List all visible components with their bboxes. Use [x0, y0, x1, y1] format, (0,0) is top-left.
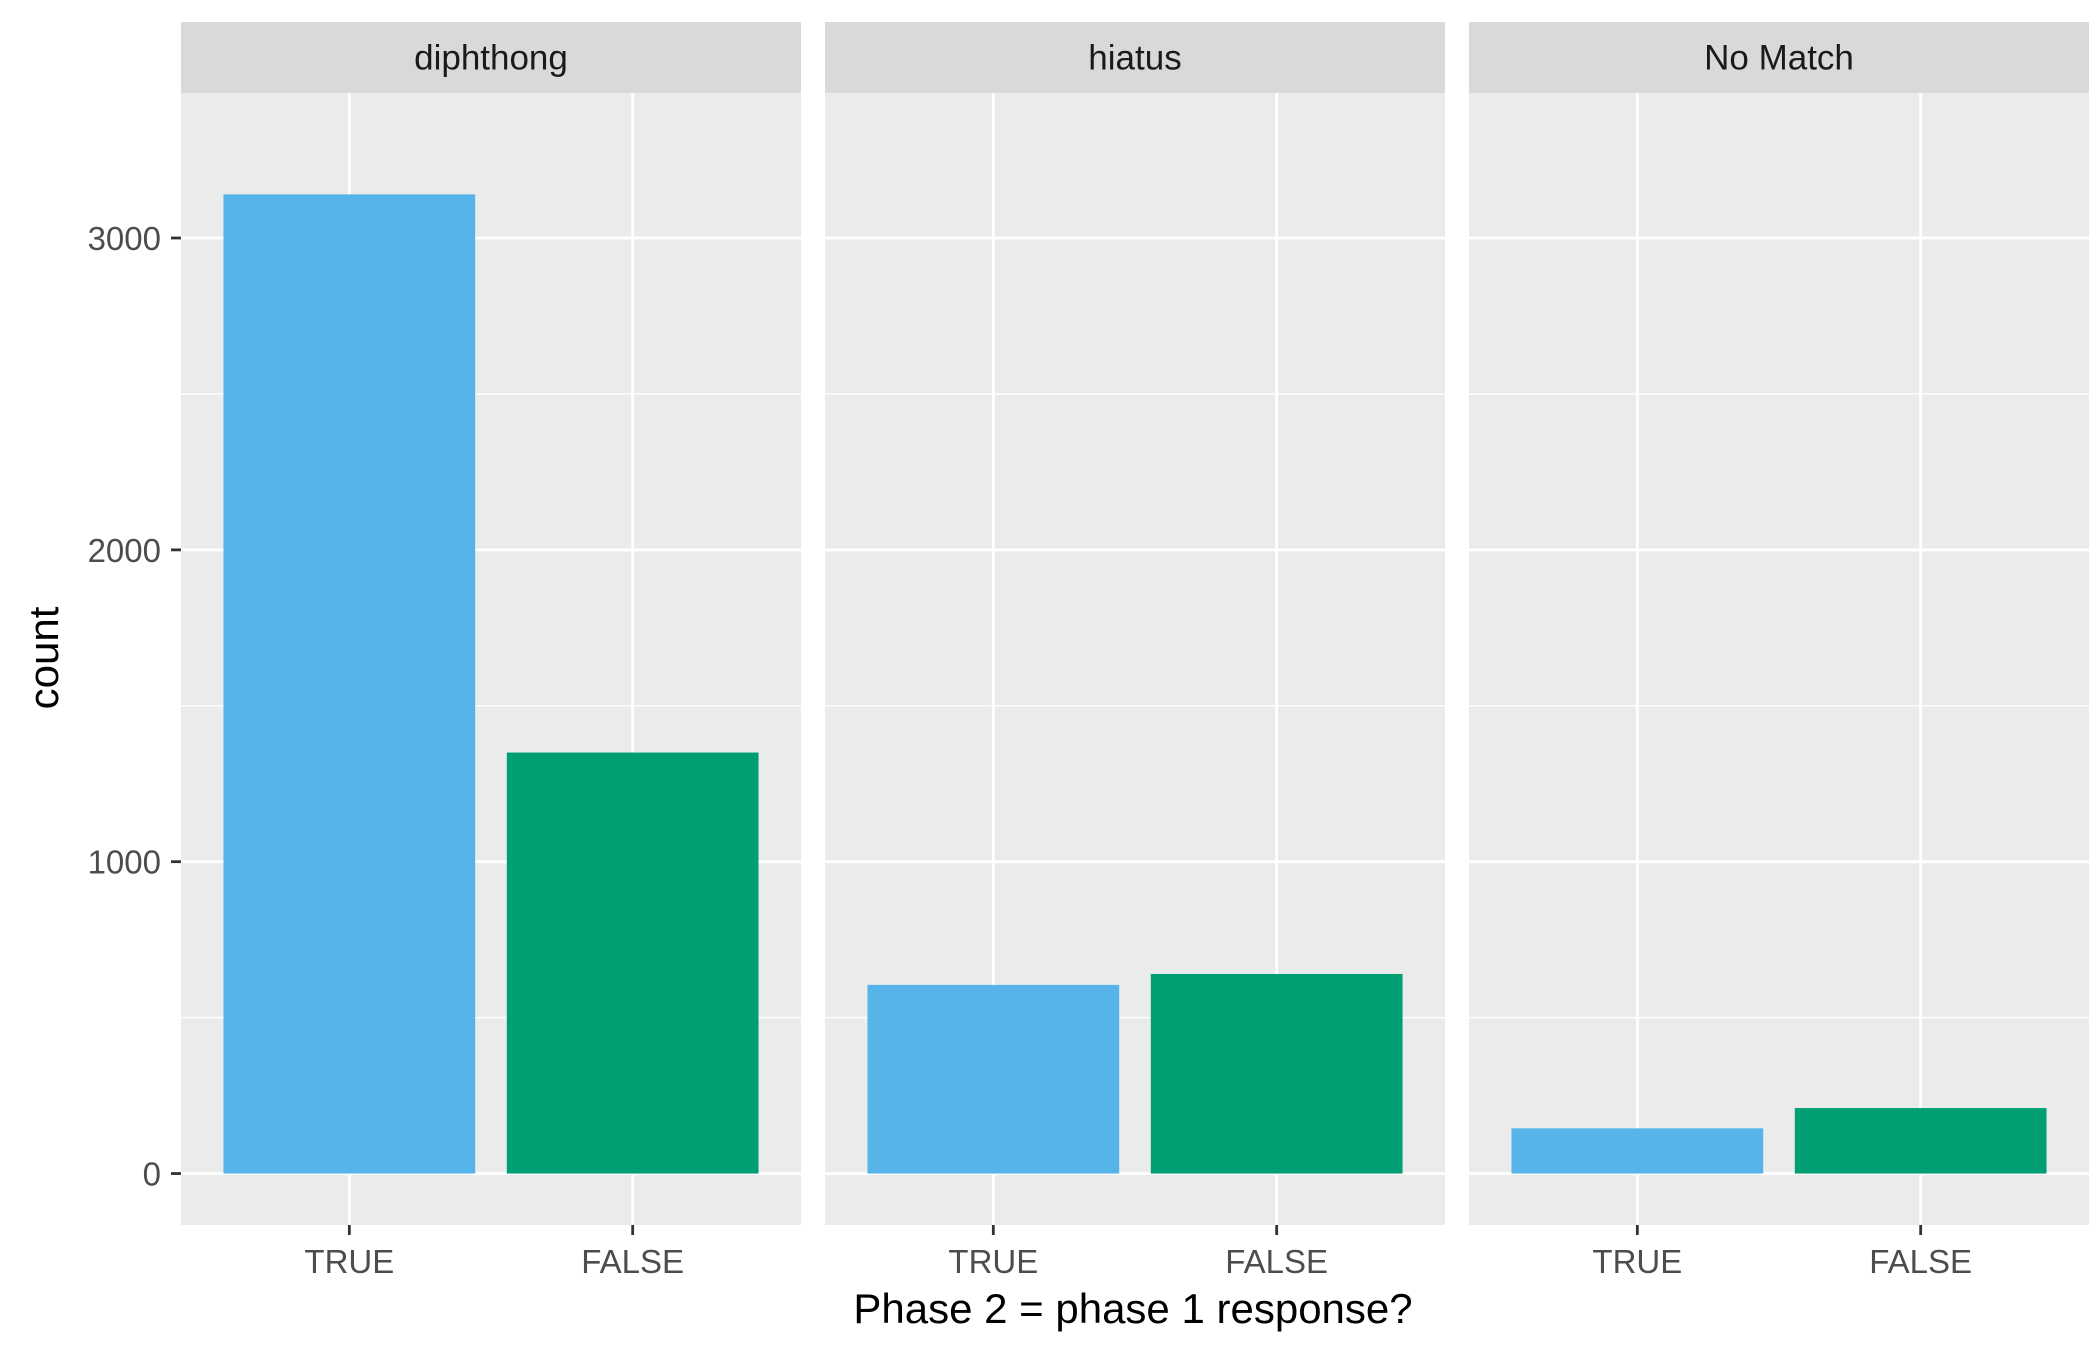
panel-background [1469, 93, 2089, 1225]
x-tick-label: TRUE [1592, 1243, 1682, 1280]
facet-strip [825, 22, 1445, 93]
x-axis-title: Phase 2 = phase 1 response? [853, 1285, 1412, 1332]
facet-strip-label: hiatus [1088, 39, 1181, 78]
bar-true [867, 984, 1120, 1174]
x-tick-label: FALSE [1869, 1243, 1972, 1280]
facet-strip-label: No Match [1704, 39, 1854, 78]
y-axis: 0 1000 2000 3000 [88, 220, 181, 1193]
x-tick-label: FALSE [581, 1243, 684, 1280]
x-tick-label: TRUE [948, 1243, 1038, 1280]
y-tick-label: 1000 [88, 844, 161, 881]
facet-panel-2: No Match TRUE FALSE [1469, 22, 2089, 1280]
bar-true [223, 194, 476, 1174]
bar-true [1511, 1128, 1764, 1174]
facet-panel-1: hiatus TRUE FALSE [825, 22, 1445, 1280]
y-tick-label: 3000 [88, 220, 161, 257]
facet-panel-0: diphthong TRUE FALSE [181, 22, 801, 1280]
y-axis-title: count [20, 606, 67, 709]
x-tick-label: TRUE [304, 1243, 394, 1280]
bar-false [1794, 1108, 2047, 1174]
bar-false [506, 752, 759, 1174]
bar-false [1150, 973, 1403, 1174]
y-tick-label: 2000 [88, 532, 161, 569]
facet-strip [1469, 22, 2089, 93]
x-tick-label: FALSE [1225, 1243, 1328, 1280]
facet-strip [181, 22, 801, 93]
y-tick-label: 0 [143, 1156, 161, 1193]
facet-strip-label: diphthong [414, 39, 568, 78]
